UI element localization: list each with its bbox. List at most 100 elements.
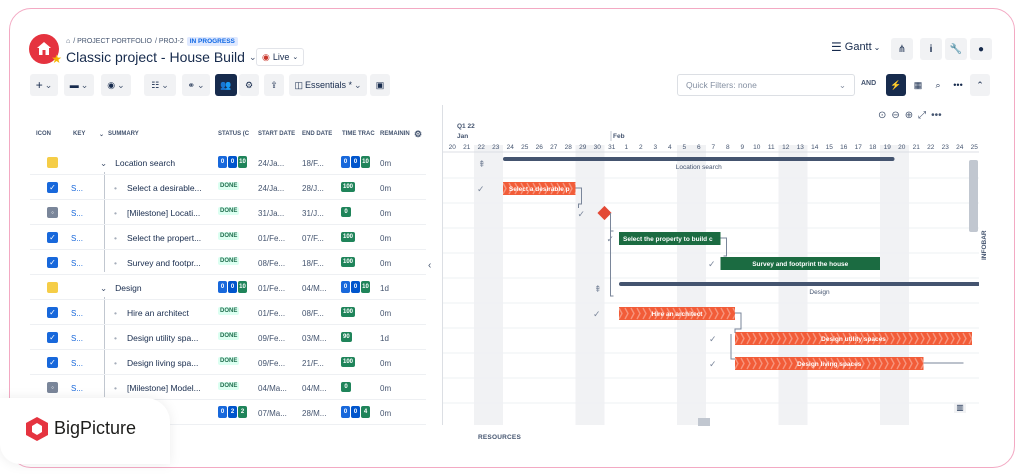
col-status[interactable]: STATUS (C (218, 131, 250, 137)
issue-key-link[interactable]: S... (71, 334, 84, 343)
table-row[interactable]: ◦ S... • [Milestone] Locati... DONE 31/Ja... 3… (30, 200, 426, 225)
start-date[interactable]: 09/Fe... (258, 334, 286, 343)
end-date[interactable]: 04/M... (302, 384, 327, 393)
status-badge[interactable]: DONE (218, 207, 240, 215)
start-date[interactable]: 24/Ja... (258, 159, 285, 168)
add-button[interactable]: + ⌄ (30, 74, 58, 96)
table-row[interactable]: ◦ S... • [Milestone] Model... DONE 04/Ma... 04… (30, 375, 426, 400)
table-row[interactable]: ⌄ Design 0 0 10 01/Fe... 04/M... 0 0 10 1d (30, 275, 426, 300)
table-row[interactable]: 0 2 2 07/Ma... 28/M... 0 0 4 0m (30, 400, 426, 425)
summary-cell[interactable]: • Select a desirable... (114, 183, 202, 193)
col-key[interactable]: KEY (73, 131, 86, 137)
issue-key-link[interactable]: S... (71, 384, 84, 393)
team-button[interactable]: 👥 (215, 74, 237, 96)
issue-key-link[interactable]: S... (71, 234, 84, 243)
status-badge[interactable]: DONE (218, 382, 240, 390)
visibility-button[interactable]: ◉ ⌄ (101, 74, 131, 96)
link-button[interactable]: ⚭ ⌄ (182, 74, 210, 96)
start-date[interactable]: 01/Fe... (258, 309, 286, 318)
essentials-dropdown[interactable]: ◫ Essentials * ⌄ (289, 74, 367, 96)
info-button[interactable]: i (920, 38, 942, 60)
end-date[interactable]: 08/F... (302, 309, 324, 318)
summary-cell[interactable]: • Select the propert... (114, 233, 201, 243)
summary-cell[interactable]: • Hire an architect (114, 308, 189, 318)
collapse-button[interactable]: ⌃ (970, 74, 990, 96)
quick-filters-select[interactable]: Quick Filters: none ⌄ (677, 74, 855, 96)
status-badge[interactable]: DONE (218, 257, 240, 265)
col-start[interactable]: START DATE (258, 131, 296, 137)
breadcrumb-proj[interactable]: / PROJ-2 (154, 38, 184, 45)
column-settings-icon[interactable]: ⚙ (414, 129, 423, 139)
col-summary[interactable]: SUMMARY (108, 131, 139, 137)
start-date[interactable]: 31/Ja... (258, 209, 285, 218)
end-date[interactable]: 28/M... (302, 409, 327, 418)
page-title-wrap[interactable]: Classic project - House Build ⌄ (66, 49, 257, 65)
chevron-down-icon[interactable]: ⌄ (100, 158, 108, 168)
col-remaining[interactable]: REMAININ (380, 131, 410, 137)
start-date[interactable]: 24/Ja... (258, 184, 285, 193)
end-date[interactable]: 18/F... (302, 259, 324, 268)
view-switcher[interactable]: ☰ Gantt ⌄ (831, 40, 880, 54)
zoom-in-icon[interactable]: ⊕ (904, 110, 914, 121)
status-badge[interactable]: DONE (218, 182, 240, 190)
settings-button[interactable]: 🔧 (945, 38, 967, 60)
target-icon[interactable]: ⊙ (878, 110, 887, 121)
summary-cell[interactable]: • Design utility spa... (114, 333, 198, 343)
issue-key-link[interactable]: S... (71, 359, 84, 368)
issue-key-link[interactable]: S... (71, 209, 84, 218)
user-button[interactable]: ● (970, 38, 992, 60)
start-date[interactable]: 09/Fe... (258, 359, 286, 368)
infobar-tab[interactable]: INFOBAR (981, 230, 988, 260)
home-icon[interactable]: ⌂ (66, 38, 71, 45)
save-button[interactable]: ▣ (370, 74, 390, 96)
expand-icon[interactable]: ⤢ (918, 110, 927, 121)
calendar-button[interactable]: ▦ (908, 74, 928, 96)
horizontal-scrollbar[interactable] (698, 418, 710, 426)
vertical-scrollbar[interactable] (969, 160, 978, 232)
end-date[interactable]: 28/J... (302, 184, 324, 193)
more-button[interactable]: ••• (948, 74, 968, 96)
status-badge[interactable]: DONE (218, 307, 240, 315)
project-avatar[interactable]: ★ (29, 34, 62, 66)
summary-cell[interactable]: • Survey and footpr... (114, 258, 201, 268)
lightning-button[interactable]: ⚡ (886, 74, 906, 96)
breadcrumb-portfolio[interactable]: / PROJECT PORTFOLIO (73, 38, 152, 45)
more-icon[interactable]: ••• (931, 110, 942, 121)
summary-cell[interactable]: • [Milestone] Model... (114, 383, 201, 393)
export-button[interactable]: ⇪ (264, 74, 284, 96)
share-button[interactable]: ⋔ (891, 38, 913, 60)
summary-cell[interactable]: ⌄ Location search (100, 158, 175, 169)
resources-tab[interactable]: RESOURCES (478, 434, 521, 441)
live-dropdown[interactable]: ◉ Live ⌄ (256, 48, 305, 66)
collapse-panel-arrow[interactable]: ‹ (428, 260, 432, 271)
and-toggle[interactable]: AND (861, 80, 877, 87)
issue-key-link[interactable]: S... (71, 184, 84, 193)
end-date[interactable]: 04/M... (302, 284, 327, 293)
zoom-out-icon[interactable]: ⊖ (891, 110, 900, 121)
issue-key-link[interactable]: S... (71, 309, 84, 318)
col-end[interactable]: END DATE (302, 131, 333, 137)
chevron-down-icon[interactable]: ⌄ (100, 283, 108, 293)
table-row[interactable]: ✓ S... • Design utility spa... DONE 09/Fe... 0… (30, 325, 426, 350)
map-icon[interactable]: ▥ (954, 403, 966, 413)
end-date[interactable]: 03/M... (302, 334, 327, 343)
table-row[interactable]: ✓ S... • Hire an architect DONE 01/Fe... 08/F.… (30, 300, 426, 325)
table-row[interactable]: ✓ S... • Select a desirable... DONE 24/Ja... 2… (30, 175, 426, 200)
col-icon[interactable]: ICON (36, 131, 51, 137)
start-date[interactable]: 08/Fe... (258, 259, 286, 268)
start-date[interactable]: 04/Ma... (258, 384, 287, 393)
summary-cell[interactable]: • Design living spa... (114, 358, 198, 368)
table-row[interactable]: ⌄ Location search 0 0 10 24/Ja... 18/F... 0 0 10 0… (30, 150, 426, 175)
start-date[interactable]: 07/Ma... (258, 409, 287, 418)
table-row[interactable]: ✓ S... • Select the propert... DONE 01/Fe... 0… (30, 225, 426, 250)
end-date[interactable]: 18/F... (302, 159, 324, 168)
status-badge[interactable]: DONE (218, 232, 240, 240)
end-date[interactable]: 07/F... (302, 234, 324, 243)
summary-cell[interactable]: • [Milestone] Locati... (114, 208, 200, 218)
col-summary-chevron[interactable]: ⌄ (99, 132, 105, 138)
folder-button[interactable]: ▬ ⌄ (64, 74, 94, 96)
issue-key-link[interactable]: S... (71, 259, 84, 268)
summary-cell[interactable]: ⌄ Design (100, 283, 142, 294)
end-date[interactable]: 31/J... (302, 209, 324, 218)
table-row[interactable]: ✓ S... • Survey and footpr... DONE 08/Fe... 18… (30, 250, 426, 275)
